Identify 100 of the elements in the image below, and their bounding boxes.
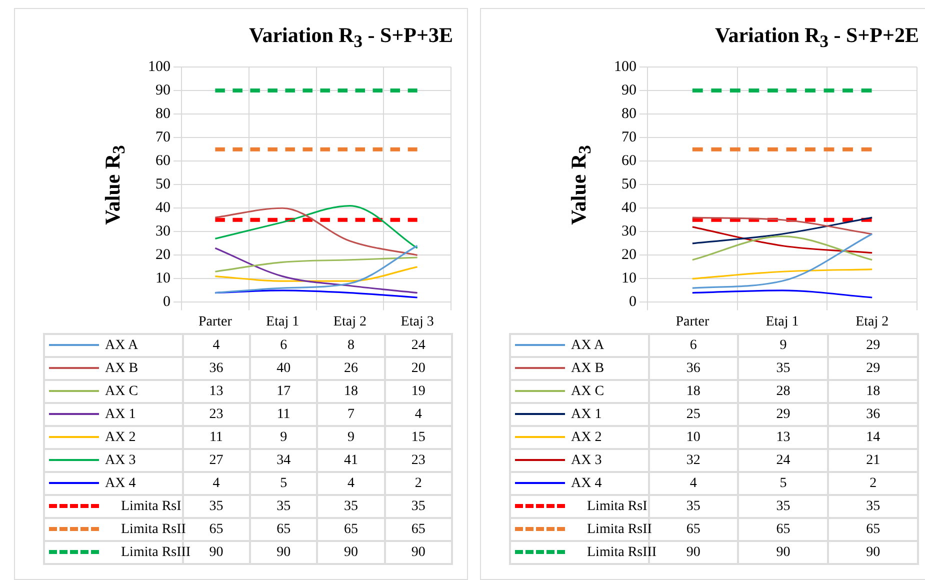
data-label: 65: [317, 518, 385, 541]
legend-label: AX 2: [571, 430, 602, 444]
data-label: 5: [250, 472, 318, 495]
data-label: 11: [182, 426, 250, 449]
y-tick-label: 50: [622, 176, 636, 193]
y-tick-label: 40: [156, 200, 170, 216]
data-label: 4: [648, 472, 738, 495]
legend-label: AX A: [571, 338, 604, 352]
data-label: 35: [317, 495, 385, 518]
data-label: 5: [738, 472, 828, 495]
y-tick-label: 80: [622, 106, 636, 122]
data-label: 28: [738, 380, 828, 403]
data-label: 24: [738, 449, 828, 472]
data-label: 9: [250, 426, 318, 449]
data-label: 9: [317, 426, 385, 449]
data-label: 90: [250, 541, 318, 564]
data-label: 18: [828, 380, 918, 403]
y-tick-label: 40: [622, 200, 636, 216]
data-label: 90: [209, 544, 224, 560]
data-label: 65: [384, 518, 452, 541]
legend-label: AX 3: [571, 452, 602, 468]
data-label: 90: [828, 541, 918, 564]
data-label: 36: [828, 403, 918, 426]
y-tick-label: 80: [156, 106, 170, 122]
data-label: 14: [828, 426, 918, 449]
legend-label: Limita RsIII: [587, 544, 657, 560]
data-label: 24: [384, 334, 452, 357]
data-label: 9: [738, 334, 828, 357]
data-label: 35: [384, 495, 452, 518]
data-label: 41: [317, 449, 385, 472]
y-tick-label: 30: [156, 224, 170, 240]
data-label: 19: [384, 380, 452, 403]
data-label: 29: [738, 403, 828, 426]
y-tick-label: 0: [163, 294, 170, 310]
y-tick-label: 0: [629, 294, 636, 310]
data-label: 32: [648, 449, 738, 472]
y-tick-label: 70: [156, 129, 170, 146]
data-label: 26: [317, 357, 385, 380]
data-label: 40: [250, 357, 318, 380]
x-tick-label: Etaj 3: [400, 314, 434, 330]
data-label: 29: [828, 357, 918, 380]
data-label: 15: [384, 426, 452, 449]
x-tick-label: Parter: [676, 314, 710, 330]
data-label: 90: [317, 541, 385, 564]
legend-label: AX C: [105, 384, 138, 398]
y-tick-label: 90: [622, 82, 636, 98]
data-label: 23: [384, 449, 452, 472]
data-label: 4: [182, 472, 250, 495]
data-label: 29: [828, 334, 918, 357]
data-label: 90: [738, 541, 828, 564]
data-label: 35: [648, 495, 738, 518]
legend-label: Limita RsII: [587, 522, 652, 536]
x-tick-label: Parter: [198, 314, 232, 330]
data-label: 4: [317, 472, 385, 495]
data-label: 90: [686, 544, 700, 560]
data-label: 35: [738, 495, 828, 518]
data-label: 65: [828, 518, 918, 541]
data-label: 10: [648, 426, 738, 449]
data-label: 18: [317, 380, 385, 403]
data-label: 4: [384, 403, 452, 426]
legend-label: AX 1: [105, 406, 136, 422]
data-label: 35: [182, 495, 250, 518]
data-label: 2: [828, 472, 918, 495]
legend-label: AX A: [105, 338, 138, 352]
y-tick-label: 10: [622, 270, 636, 287]
y-tick-label: 60: [622, 153, 636, 170]
y-tick-label: 60: [156, 153, 170, 170]
data-label: 27: [182, 449, 250, 472]
data-label: 21: [828, 449, 918, 472]
data-label: 35: [738, 357, 828, 380]
line-series: [214, 207, 418, 256]
legend-label: AX 4: [571, 476, 602, 490]
legend-label: Limita RsI: [587, 498, 648, 514]
data-label: 8: [317, 334, 385, 357]
data-label: 35: [828, 495, 918, 518]
data-label: 13: [738, 426, 828, 449]
y-tick-label: 90: [156, 82, 170, 98]
data-label: 13: [182, 380, 250, 403]
data-label: 65: [738, 518, 828, 541]
y-tick-label: 100: [614, 58, 636, 75]
data-label: 25: [648, 403, 738, 426]
data-label: 36: [182, 357, 250, 380]
data-label: 18: [648, 380, 738, 403]
legend-label: AX 2: [105, 430, 136, 444]
y-tick-label: 50: [156, 176, 170, 193]
legend-label: AX B: [571, 360, 604, 376]
data-label: 4: [182, 334, 250, 357]
data-label: 17: [250, 380, 318, 403]
line-series: [214, 256, 418, 272]
data-label: 65: [250, 518, 318, 541]
legend-label: AX 4: [105, 476, 136, 490]
x-tick-label: Etaj 1: [766, 314, 799, 330]
x-tick-label: Etaj 1: [266, 314, 300, 330]
legend-label: AX B: [105, 360, 138, 376]
data-label: 65: [209, 522, 224, 536]
x-tick-label: Etaj 2: [333, 314, 366, 330]
y-tick-label: 100: [148, 58, 170, 75]
data-label: 35: [250, 495, 318, 518]
data-label: 2: [384, 472, 452, 495]
y-tick-label: 30: [622, 224, 636, 240]
